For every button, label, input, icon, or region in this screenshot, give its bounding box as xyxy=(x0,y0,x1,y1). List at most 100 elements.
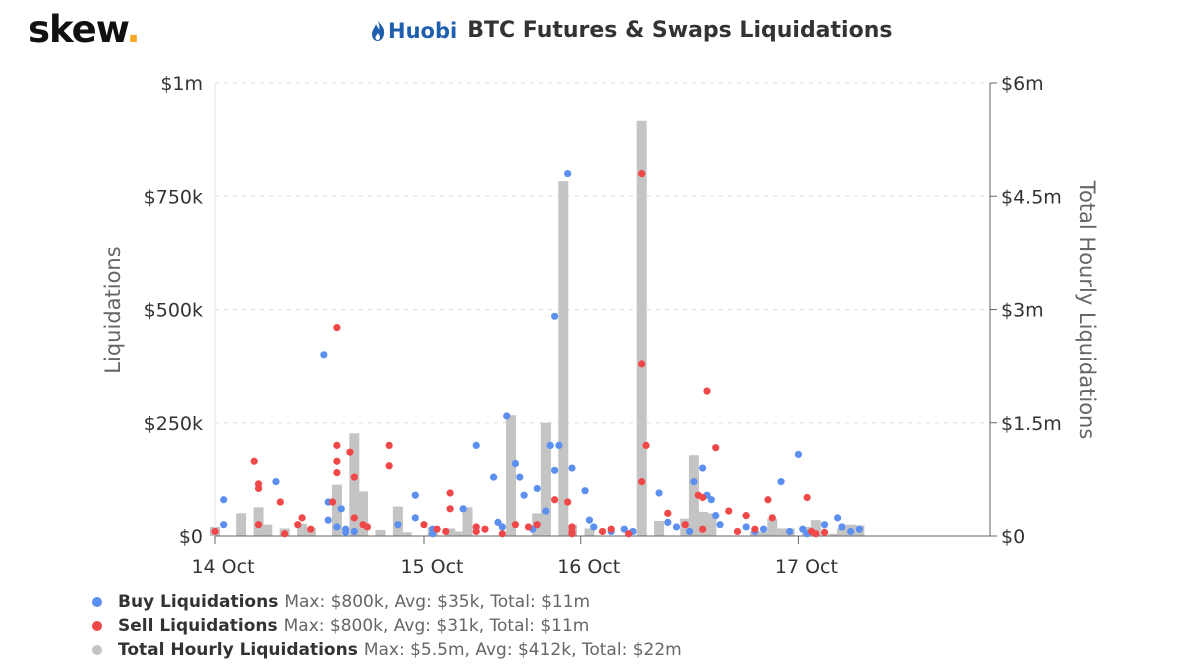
total-hourly-bar xyxy=(758,532,769,536)
total-hourly-bar xyxy=(401,532,412,536)
legend-item-total[interactable]: Total Hourly Liquidations Max: $5.5m, Av… xyxy=(92,638,682,662)
buy-liquidation-point xyxy=(672,523,681,531)
sell-liquidation-point xyxy=(346,448,354,456)
y2-tick-label: $0 xyxy=(1001,526,1025,548)
buy-liquidation-point xyxy=(220,496,228,504)
sell-liquidation-point xyxy=(638,360,646,368)
legend-name: Sell Liquidations xyxy=(118,616,278,636)
buy-liquidation-point xyxy=(337,505,345,513)
buy-liquidation-point xyxy=(664,518,672,527)
buy-liquidation-point xyxy=(581,487,589,495)
buy-liquidation-point xyxy=(333,523,341,531)
sell-liquidation-point xyxy=(681,521,689,529)
buy-liquidation-point xyxy=(320,351,328,359)
legend-name: Buy Liquidations xyxy=(118,592,279,612)
sell-liquidation-point xyxy=(638,478,646,486)
buy-liquidation-point xyxy=(546,441,554,449)
buy-liquidation-point xyxy=(494,518,502,527)
total-hourly-bar xyxy=(236,513,247,536)
buy-liquidation-point xyxy=(511,459,520,468)
buy-liquidation-point xyxy=(555,441,563,449)
buy-liquidation-point xyxy=(520,491,528,499)
buy-liquidation-point xyxy=(568,464,576,472)
total-hourly-bar xyxy=(462,507,473,536)
buy-liquidation-point xyxy=(324,516,332,524)
buy-liquidation-point xyxy=(794,450,803,459)
buy-liquidation-point xyxy=(699,464,707,472)
sell-liquidation-point xyxy=(333,457,341,465)
buy-liquidation-point xyxy=(503,412,511,420)
buy-liquidation-point xyxy=(411,491,419,499)
legend-item-buy[interactable]: Buy Liquidations Max: $800k, Avg: $35k, … xyxy=(92,590,682,614)
buy-liquidation-point xyxy=(590,523,598,531)
total-hourly-bar xyxy=(654,520,665,536)
y-tick-label: $250k xyxy=(144,413,203,435)
total-hourly-bar xyxy=(558,181,569,536)
sell-liquidation-point xyxy=(254,484,263,493)
buy-liquidation-point xyxy=(834,514,842,522)
x-tick-label: 17 Oct xyxy=(775,556,838,578)
total-hourly-bar xyxy=(636,120,647,536)
sell-liquidation-point xyxy=(568,530,576,538)
sell-liquidation-point xyxy=(254,521,263,529)
total-hourly-bar xyxy=(836,528,847,536)
y-tick-label: $0 xyxy=(179,526,203,548)
sell-liquidation-point xyxy=(642,441,650,449)
buy-liquidation-point xyxy=(411,514,419,522)
sell-liquidation-point xyxy=(524,523,533,531)
buy-liquidation-point xyxy=(551,312,559,320)
sell-liquidation-point xyxy=(812,530,820,538)
sell-liquidation-point xyxy=(598,527,607,536)
legend-item-sell[interactable]: Sell Liquidations Max: $800k, Avg: $31k,… xyxy=(92,614,682,638)
x-tick-label: 16 Oct xyxy=(557,556,620,578)
buy-liquidation-point xyxy=(742,523,750,531)
total-hourly-bar xyxy=(697,511,708,536)
sell-liquidation-point xyxy=(211,527,219,536)
buy-liquidation-point xyxy=(342,528,350,536)
buy-liquidation-point xyxy=(551,466,559,474)
buy-liquidation-point xyxy=(685,527,694,536)
legend-stats: Max: $800k, Avg: $31k, Total: $11m xyxy=(283,616,590,636)
sell-liquidation-point xyxy=(712,444,720,452)
total-hourly-bar xyxy=(776,528,787,536)
sell-liquidation-point xyxy=(472,527,480,536)
buy-liquidation-point xyxy=(533,484,541,493)
buy-liquidation-point xyxy=(350,527,358,536)
buy-liquidation-point xyxy=(585,516,594,524)
legend-stats: Max: $800k, Avg: $35k, Total: $11m xyxy=(284,592,591,612)
legend-stats: Max: $5.5m, Avg: $412k, Total: $22m xyxy=(363,640,682,660)
total-hourly-bar xyxy=(331,484,342,536)
sell-liquidation-point xyxy=(298,514,306,522)
buy-liquidation-point xyxy=(620,525,628,533)
sell-liquidation-point xyxy=(442,527,450,536)
buy-liquidation-point xyxy=(472,441,480,449)
total-hourly-bar xyxy=(688,455,699,536)
sell-liquidation-point xyxy=(250,457,258,465)
sell-liquidation-point xyxy=(333,468,341,477)
y2-tick-label: $6m xyxy=(1001,73,1044,95)
total-hourly-bar xyxy=(297,523,308,536)
sell-liquidation-point xyxy=(607,525,615,533)
buy-legend-marker xyxy=(92,597,102,607)
sell-liquidation-point xyxy=(333,441,341,449)
sell-liquidation-point xyxy=(703,387,711,395)
sell-liquidation-point xyxy=(742,512,750,520)
buy-liquidation-point xyxy=(759,525,768,533)
sell-liquidation-point xyxy=(363,523,371,531)
sell-liquidation-point xyxy=(733,527,742,536)
buy-liquidation-point xyxy=(564,170,572,178)
buy-liquidation-point xyxy=(847,527,855,536)
buy-liquidation-point xyxy=(516,473,524,481)
buy-liquidation-point xyxy=(707,496,715,504)
buy-liquidation-point xyxy=(855,525,863,533)
y2-tick-label: $3m xyxy=(1001,300,1044,322)
buy-liquidation-point xyxy=(777,478,785,486)
buy-liquidation-point xyxy=(838,523,846,531)
sell-liquidation-point xyxy=(725,507,733,515)
x-tick-label: 15 Oct xyxy=(400,556,463,578)
sell-legend-marker xyxy=(92,621,102,631)
sell-liquidation-point xyxy=(276,498,284,506)
y2-tick-label: $1.5m xyxy=(1001,413,1062,435)
legend: Buy Liquidations Max: $800k, Avg: $35k, … xyxy=(92,590,682,662)
huobi-logo: Huobi xyxy=(370,19,457,43)
